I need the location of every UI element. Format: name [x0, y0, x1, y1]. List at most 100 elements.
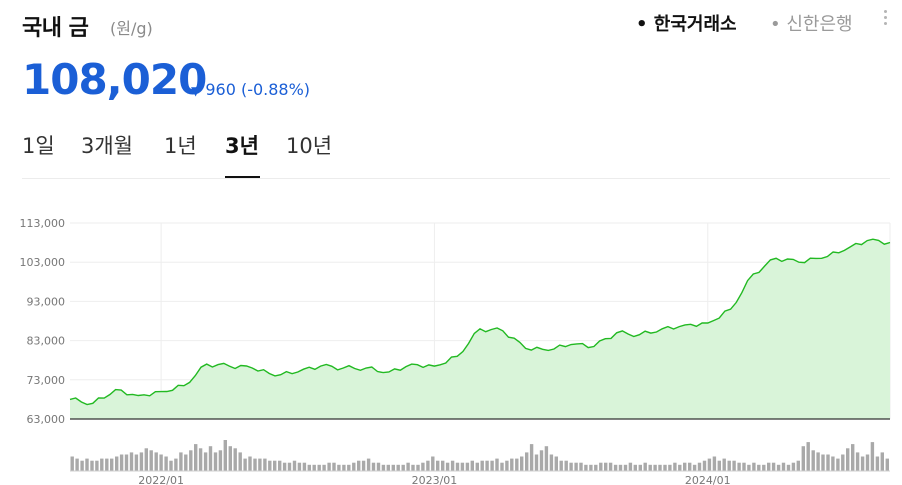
x-tick-label: 2024/01	[685, 474, 731, 485]
volume-bar	[406, 462, 410, 471]
volume-bar	[268, 460, 272, 471]
volume-bar	[885, 458, 889, 471]
tab-3-months[interactable]: 3개월	[81, 134, 134, 158]
source-option-shinhan[interactable]: • 신한은행	[770, 14, 853, 35]
volume-bar	[584, 464, 588, 471]
volume-bar	[273, 460, 277, 471]
volume-bar	[95, 460, 99, 471]
volume-bar	[465, 462, 470, 471]
volume-bar	[653, 464, 657, 471]
volume-bar	[683, 462, 687, 471]
volume-bar	[292, 460, 297, 471]
volume-bar	[357, 460, 361, 471]
price-chart[interactable]: 113,000 103,000 93,000 83,000 73,000 63,000 2…	[0, 205, 902, 485]
volume-bar	[604, 462, 608, 471]
volume-bar	[80, 460, 84, 471]
volume-bar	[841, 454, 845, 471]
kebab-menu-icon[interactable]	[879, 10, 891, 32]
volume-bar	[90, 460, 94, 471]
volume-bar	[164, 456, 168, 471]
volume-bar	[771, 462, 776, 471]
volume-bar	[480, 460, 484, 471]
volume-bar	[278, 460, 282, 471]
volume-bar	[520, 456, 524, 471]
tab-3-years[interactable]: 3년	[225, 134, 259, 158]
volume-bar	[554, 456, 558, 471]
source-option-krx[interactable]: • 한국거래소	[636, 14, 737, 35]
x-axis-ticks: 2022/01 2023/01 2024/01	[138, 474, 730, 485]
volume-bar	[717, 460, 721, 471]
page-title: 국내 금	[22, 16, 89, 41]
period-tabs: 1일 3개월 1년 3년 10년	[22, 130, 892, 179]
volume-bar	[534, 454, 539, 471]
volume-bar	[312, 464, 316, 471]
volume-bar	[846, 448, 850, 471]
tab-1-year[interactable]: 1년	[164, 134, 197, 158]
x-tick-label: 2023/01	[412, 474, 458, 485]
volume-bar	[100, 458, 104, 471]
volume-bar	[455, 462, 460, 471]
volume-bar	[411, 464, 415, 471]
volume-bar	[159, 454, 163, 471]
volume-bar	[110, 458, 114, 471]
volume-bar	[179, 452, 183, 471]
volume-bar	[589, 464, 593, 471]
volume-bar	[836, 458, 840, 471]
volume-bar	[441, 460, 445, 471]
volume-bar	[332, 462, 336, 471]
volume-bar	[297, 462, 302, 471]
volume-bar	[628, 462, 633, 471]
volume-bar	[668, 464, 672, 471]
volume-bar	[732, 460, 736, 471]
volume-bar	[678, 464, 682, 471]
volume-bar	[361, 460, 366, 471]
volume-bar	[870, 442, 875, 471]
volume-bar	[781, 462, 786, 471]
volume-bar	[322, 464, 326, 471]
volume-bar	[549, 454, 554, 471]
volume-bar	[618, 464, 623, 471]
volume-bar	[416, 464, 420, 471]
y-tick-label: 103,000	[20, 256, 66, 269]
volume-bar	[124, 454, 129, 471]
y-tick-label: 83,000	[27, 335, 66, 348]
price-change-value: 960 (-0.88%)	[205, 80, 311, 99]
volume-bar	[371, 462, 376, 471]
tab-1-day[interactable]: 1일	[22, 134, 55, 158]
volume-bar	[505, 460, 509, 471]
volume-bar	[258, 458, 262, 471]
price-line	[69, 238, 891, 406]
volume-bar	[174, 458, 178, 471]
volume-bar	[184, 454, 188, 471]
volume-bar	[529, 444, 534, 471]
volume-bar	[742, 462, 746, 471]
volume-bar	[559, 460, 563, 471]
volume-bar	[821, 454, 825, 471]
volume-bar	[228, 446, 232, 471]
volume-bar	[342, 464, 346, 471]
volume-bar	[485, 460, 489, 471]
tabs-divider	[22, 178, 890, 179]
x-tick-label: 2022/01	[138, 474, 184, 485]
volume-bar	[263, 458, 267, 471]
y-tick-label: 73,000	[27, 374, 66, 387]
unit-label: (원/g)	[110, 19, 153, 38]
volume-bar	[194, 444, 198, 471]
y-axis-ticks: 113,000 103,000 93,000 83,000 73,000 63,000	[20, 217, 66, 426]
volume-bar	[564, 460, 568, 471]
volume-bar	[697, 462, 702, 471]
volume-bar	[816, 452, 820, 471]
volume-bar	[747, 464, 751, 471]
volume-bar	[855, 452, 860, 471]
volume-bar	[253, 458, 257, 471]
volume-bar	[806, 442, 810, 471]
down-arrow-icon: ▼	[191, 84, 201, 98]
volume-bar	[673, 462, 677, 471]
price-change: ▼ 960 (-0.88%)	[191, 80, 310, 99]
volume-bar	[198, 448, 203, 471]
volume-bar	[490, 460, 494, 471]
volume-bar	[401, 464, 405, 471]
volume-bar	[105, 458, 109, 471]
volume-bar	[189, 450, 193, 471]
tab-10-years[interactable]: 10년	[286, 134, 333, 158]
